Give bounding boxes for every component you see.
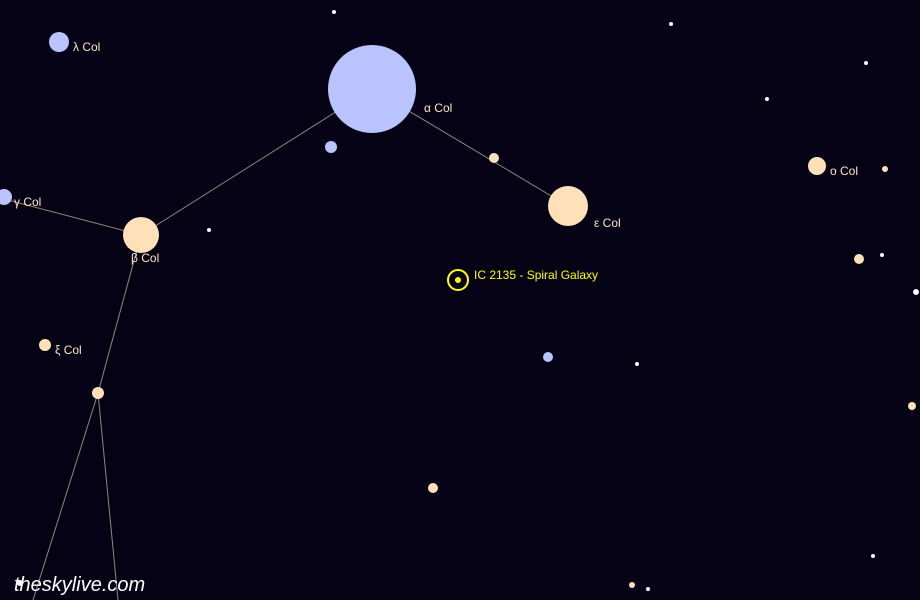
star-field-13 [908,402,916,410]
star-label-xi-col: ξ Col [55,343,82,357]
star-epsilon-col [548,186,588,226]
star-field-10 [913,289,919,295]
star-field-8 [854,254,864,264]
star-label-omicron-col: ο Col [830,164,858,178]
star-field-6 [207,228,211,232]
star-lambda-col [49,32,69,52]
star-gamma-col [0,189,12,205]
star-chart: α Col β Col ε Col λ Col γ Col ξ Col ο Col IC 2… [0,0,920,600]
star-field-9 [880,253,884,257]
star-field-11 [543,352,553,362]
star-label-alpha-col: α Col [424,101,452,115]
star-field-15 [428,483,438,493]
constellation-line [33,393,98,600]
star-field-18 [871,554,875,558]
star-beta-col [123,217,159,253]
star-xi-col [39,339,51,351]
constellation-line [98,393,118,600]
star-field-14 [92,387,104,399]
constellation-lines [0,0,920,600]
star-field-17 [646,587,650,591]
star-label-epsilon-col: ε Col [594,216,621,230]
star-omicron-col [808,157,826,175]
star-field-3 [765,97,769,101]
star-label-gamma-col: γ Col [14,195,41,209]
star-field-2 [669,22,673,26]
target-dot [455,277,461,283]
star-label-beta-col: β Col [131,251,159,265]
star-field-7 [882,166,888,172]
star-alpha-col [328,45,416,133]
watermark-text: theskylive.com [14,574,145,597]
star-field-20 [864,61,868,65]
star-label-lambda-col: λ Col [73,40,100,54]
star-field-16 [629,582,635,588]
star-field-12 [635,362,639,366]
star-field-5 [489,153,499,163]
star-field-1 [332,10,336,14]
target-label: IC 2135 - Spiral Galaxy [474,268,598,282]
star-field-4 [325,141,337,153]
